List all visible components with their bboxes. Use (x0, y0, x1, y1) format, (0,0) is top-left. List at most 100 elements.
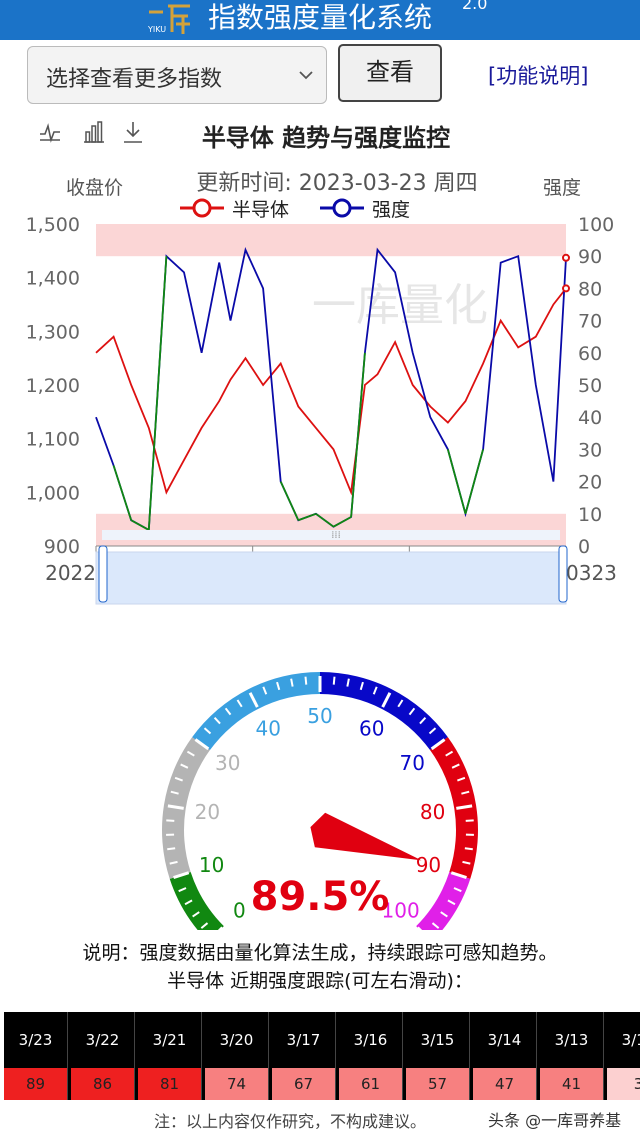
download-icon[interactable] (124, 122, 142, 143)
gauge-label: 100 (382, 899, 420, 923)
gauge-tick (224, 707, 232, 716)
bar-chart-icon[interactable] (84, 121, 104, 143)
gauge-segment-2 (192, 672, 320, 751)
tracking-value-cell: 41 (540, 1068, 604, 1100)
strength-low-segment (279, 481, 300, 521)
gauge-segment-4 (430, 737, 478, 879)
gauge-label: 30 (215, 751, 240, 775)
app-logo: YIKU (146, 2, 192, 36)
tracking-table[interactable]: 3/23 89 3/22 86 3/21 81 3/20 74 3/17 67 3/16 61 3/15… (4, 1012, 640, 1100)
gauge-segment-0 (169, 872, 224, 930)
left-axis-label: 收盘价 (66, 177, 123, 199)
gauge-tick (430, 738, 446, 751)
tracking-value-cell: 89 (4, 1068, 68, 1100)
right-axis-label: 强度 (543, 177, 581, 199)
gauge-tick (381, 692, 392, 708)
strength-low-segment (315, 513, 335, 528)
update-time: 更新时间: 2023-03-23 周四 (196, 171, 477, 196)
strength-end-point (562, 253, 570, 262)
gauge-tick (457, 776, 466, 782)
gauge-tick (304, 676, 308, 685)
gauge-tick (445, 750, 454, 757)
left-tick-label: 1,400 (26, 268, 80, 290)
svg-text:YIKU: YIKU (147, 25, 166, 34)
gauge-label: 80 (420, 800, 445, 824)
right-tick-label: 100 (578, 214, 614, 236)
gauge-tick (464, 847, 473, 851)
gauge-tick (217, 926, 224, 930)
index-select[interactable]: 选择查看更多指数 (27, 46, 327, 104)
trend-chart: 半导体 趋势与强度监控 收盘价 更新时间: 2023-03-23 周四 强度 半… (26, 121, 617, 930)
right-tick-label: 10 (578, 504, 602, 526)
gauge-tick (213, 717, 221, 725)
gauge-tick (167, 847, 176, 851)
strength-low-segment (333, 516, 352, 528)
gauge-needle (310, 812, 422, 861)
gauge-tick (173, 871, 190, 880)
gauge-tick (456, 804, 473, 810)
left-tick-label: 1,000 (26, 482, 80, 504)
gauge-tick (236, 699, 243, 708)
gauge-tick (174, 776, 183, 782)
gauge-tick (194, 738, 210, 751)
tracking-date-cell: 3/22 (71, 1012, 135, 1068)
strength-low-segment (112, 465, 133, 521)
gauge-tick (346, 678, 350, 687)
gauge-tick (359, 681, 364, 691)
plot-area[interactable]: 一库量化 900 1,000 1,100 1,200 1,300 1,400 1,500 0 10… (26, 214, 617, 585)
chart-title: 半导体 趋势与强度监控 (202, 124, 450, 152)
legend-price[interactable]: 半导体 (180, 198, 289, 221)
tracking-value-cell: 57 (406, 1068, 470, 1100)
strength-low-segment (130, 519, 150, 531)
left-tick-label: 1,100 (26, 429, 80, 451)
slider-top-handle (102, 530, 560, 540)
legend-strength-label: 强度 (372, 199, 410, 221)
gauge-tick (290, 678, 294, 687)
gauge-tick (169, 860, 178, 865)
legend-strength[interactable]: 强度 (320, 198, 410, 221)
gauge-tick (440, 911, 448, 918)
help-link[interactable]: [功能说明] (488, 64, 589, 88)
tracking-date-cell: 3/20 (205, 1012, 269, 1068)
gauge-tick (192, 911, 200, 918)
left-tick-label: 900 (44, 536, 80, 558)
gauge-tick (200, 922, 209, 929)
gauge-label: 60 (359, 716, 384, 740)
strength-low-segment (464, 449, 484, 515)
gauge-tick (416, 926, 423, 930)
right-tick-label: 60 (578, 343, 602, 365)
strength-band-0 (96, 224, 566, 257)
description-text: 说明：强度数据由量化算法生成，持续跟踪可感知趋势。 (82, 942, 558, 964)
view-button[interactable]: 查看 (338, 44, 442, 102)
gauge-value: 89.5% (251, 874, 390, 920)
slider-track (95, 551, 567, 605)
line-chart-icon[interactable] (40, 123, 60, 143)
slider-grip: ⁞⁞⁞ (331, 530, 341, 541)
gauge-tick (186, 750, 195, 757)
gauge-tick (461, 790, 470, 795)
left-tick-label: 1,200 (26, 375, 80, 397)
gauge-tick (419, 717, 427, 725)
gauge-tick (248, 692, 259, 708)
tracking-date-cell: 3/23 (4, 1012, 68, 1068)
right-tick-label: 20 (578, 472, 602, 494)
tracking-date-cell: 3/15 (406, 1012, 470, 1068)
tracking-date-cell: 3/16 (339, 1012, 403, 1068)
strength-low-segment (350, 352, 366, 518)
gauge-tick (465, 819, 474, 822)
chart-watermark: 一库量化 (312, 280, 488, 331)
gauge-label: 40 (256, 716, 281, 740)
strength-series-line (95, 246, 567, 532)
gauge-tick (431, 922, 440, 929)
index-select-value: 选择查看更多指数 (46, 67, 223, 92)
gauge-tick (372, 686, 378, 695)
right-tick-label: 30 (578, 439, 602, 461)
zoom-slider[interactable]: ⁞⁞⁞ (95, 530, 568, 605)
gauge-segment-1 (161, 737, 210, 879)
gauge-label: 20 (195, 800, 220, 824)
right-tick-label: 80 (578, 278, 602, 300)
strength-band-1 (96, 513, 566, 546)
gauge-tick (453, 887, 462, 893)
gauge-segment-3 (320, 672, 448, 751)
